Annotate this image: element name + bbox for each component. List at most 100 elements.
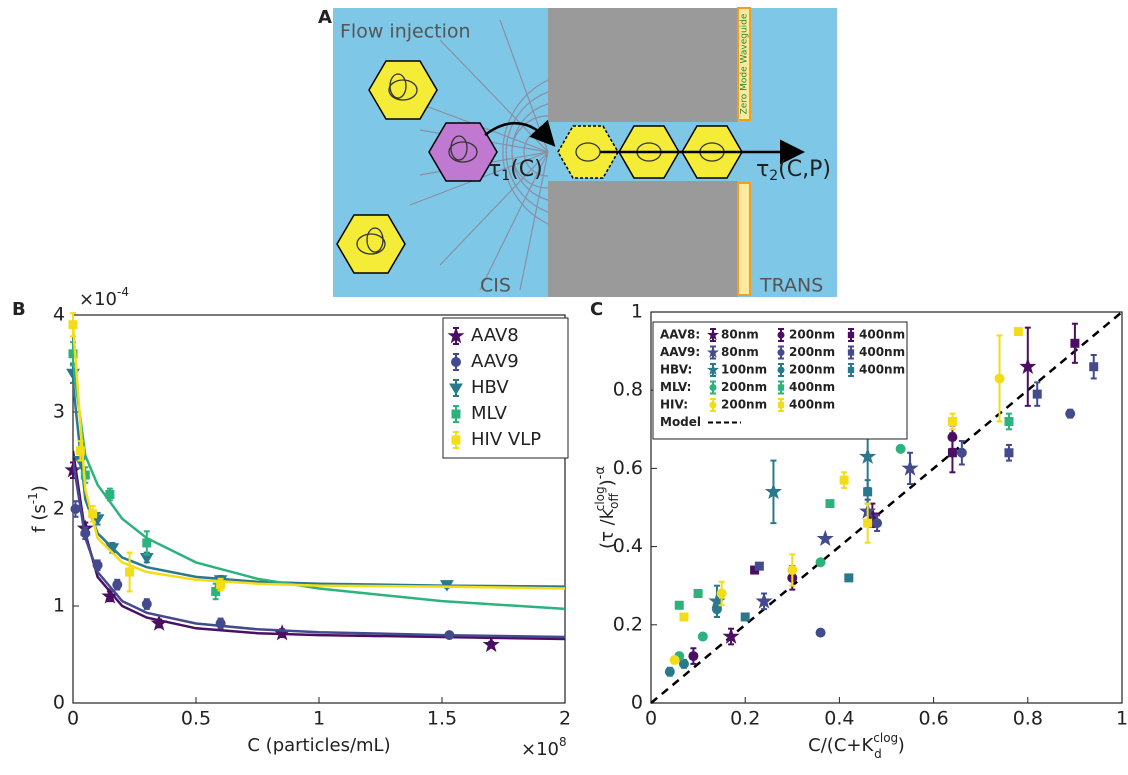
marker xyxy=(70,504,81,514)
marker xyxy=(451,435,461,445)
subscript: 1 xyxy=(501,168,510,184)
marker xyxy=(777,348,785,356)
marker xyxy=(451,357,461,367)
marker xyxy=(112,579,123,590)
marker xyxy=(722,627,740,644)
marker xyxy=(707,346,719,358)
marker xyxy=(451,409,461,419)
x-axis-label: C (particles/mL) xyxy=(247,735,390,756)
x-tick-label: 0.2 xyxy=(730,708,760,730)
marker xyxy=(688,651,699,662)
x-multiplier: ×108 xyxy=(521,735,567,761)
marker xyxy=(844,573,854,583)
panel-label: C xyxy=(590,299,603,320)
legend-label: 400nm xyxy=(789,380,835,394)
marker xyxy=(1004,416,1014,426)
tau2-label: τ2(C,P) xyxy=(756,157,831,184)
marker xyxy=(141,599,152,610)
y-tick-label: 0.4 xyxy=(613,535,643,557)
y-tick-label: 2 xyxy=(53,498,65,520)
marker xyxy=(709,401,717,409)
marker xyxy=(947,448,957,458)
marker xyxy=(815,627,826,638)
y-tick-label: 0.6 xyxy=(613,457,643,479)
y-tick-label: 0.2 xyxy=(613,613,643,635)
marker xyxy=(709,383,717,391)
label: ) xyxy=(597,479,618,486)
marker xyxy=(679,612,689,622)
waveguide-bottom xyxy=(737,182,751,296)
x-tick-label: 1.5 xyxy=(427,708,457,730)
marker xyxy=(895,443,906,454)
legend-group: HIV: xyxy=(660,398,688,412)
marker xyxy=(150,614,168,631)
marker xyxy=(872,518,883,529)
legend-label: AAV8 xyxy=(471,325,519,346)
legend-model: Model xyxy=(660,415,701,429)
y-axis-label: (τ /koffclog)-α xyxy=(593,466,621,549)
x-tick-label: 0 xyxy=(67,708,79,730)
marker xyxy=(80,528,91,539)
marker xyxy=(1065,408,1076,419)
x-tick-label: 0.4 xyxy=(824,708,854,730)
legend-group: AAV8: xyxy=(660,328,700,342)
fit-curve xyxy=(73,460,565,639)
fit-curve xyxy=(73,363,565,611)
particles xyxy=(336,60,743,274)
legend-label: 200nm xyxy=(721,398,767,412)
superscript: clog xyxy=(873,731,898,745)
x-tick-label: 2 xyxy=(559,708,571,730)
flow-injection-label: Flow injection xyxy=(340,21,471,43)
tau: τ xyxy=(488,157,501,182)
marker xyxy=(847,331,855,339)
marker xyxy=(482,635,500,653)
exponent: -4 xyxy=(117,285,129,299)
legend-label: 200nm xyxy=(789,345,835,359)
diagram: A Flow injection Zero Mode Waveguide τ1(… xyxy=(318,7,837,297)
marker xyxy=(1013,327,1023,337)
marker xyxy=(777,384,785,391)
arrow-entry xyxy=(484,119,556,147)
marker xyxy=(92,560,103,571)
marker xyxy=(142,538,152,548)
marker xyxy=(777,331,785,339)
marker xyxy=(674,600,684,610)
marker xyxy=(711,604,722,615)
marker xyxy=(68,349,78,359)
waveguide-top xyxy=(737,7,751,121)
tau: τ xyxy=(756,157,769,182)
legend-label: 400nm xyxy=(859,363,905,377)
marker xyxy=(707,363,719,376)
marker xyxy=(947,416,957,426)
membrane-top xyxy=(548,8,738,122)
legend-label: 400nm xyxy=(859,345,905,359)
marker xyxy=(444,630,455,641)
marker xyxy=(1089,362,1099,372)
marker xyxy=(740,612,750,622)
panel-label: B xyxy=(12,299,26,320)
marker xyxy=(447,326,465,344)
legend-label: HBV xyxy=(471,377,509,398)
legend-box xyxy=(442,317,569,459)
marker xyxy=(994,373,1005,384)
particle xyxy=(368,60,438,120)
marker xyxy=(839,475,849,485)
y-tick-label: 4 xyxy=(53,304,65,326)
y-tick-label: 0 xyxy=(631,692,643,714)
x-tick-label: 0 xyxy=(645,708,657,730)
label: (τ /k xyxy=(597,508,618,549)
y-tick-label: 0 xyxy=(53,692,65,714)
marker xyxy=(754,561,764,571)
marker xyxy=(777,401,785,409)
marker xyxy=(1032,389,1042,399)
trans-label: TRANS xyxy=(759,275,823,297)
marker xyxy=(693,589,703,599)
membrane-bottom xyxy=(548,181,738,297)
marker xyxy=(815,557,826,568)
label: ) xyxy=(29,485,50,492)
marker xyxy=(816,529,834,547)
x-tick-label: 1 xyxy=(1116,708,1128,730)
label: f (s xyxy=(29,504,50,532)
